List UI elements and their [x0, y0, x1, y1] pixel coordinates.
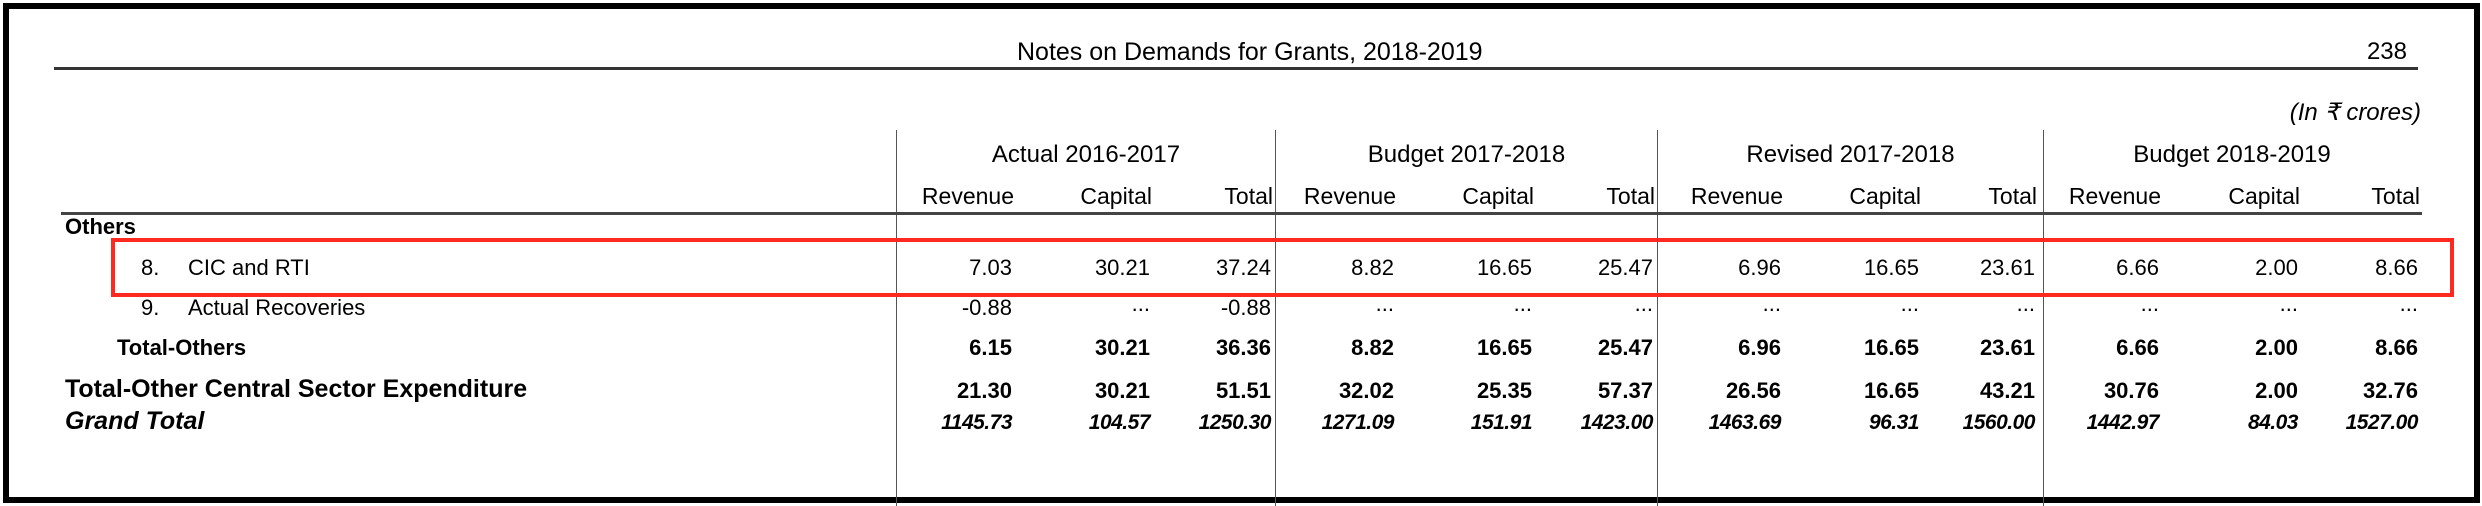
cell-total: 1527.00 — [2345, 411, 2419, 434]
cell-capital: 16.65 — [1863, 378, 1919, 403]
cell-revenue: 21.30 — [956, 378, 1012, 403]
cell-total: -0.88 — [1220, 295, 1271, 320]
cell-revenue: ... — [1762, 291, 1781, 316]
cell-revenue: -0.88 — [961, 295, 1012, 320]
group-header: Budget 2017-2018 — [1367, 141, 1566, 168]
header-rule — [54, 67, 2418, 70]
cell-total: 36.36 — [1215, 335, 1271, 360]
cell-revenue: 6.66 — [2116, 335, 2159, 360]
cell-total: 8.66 — [2375, 255, 2418, 280]
group-header: Revised 2017-2018 — [1746, 141, 1955, 168]
cell-revenue: 8.82 — [1351, 255, 1394, 280]
subheader-capital: Capital — [1080, 183, 1152, 209]
cell-total: 37.24 — [1215, 255, 1271, 280]
page-title: Notes on Demands for Grants, 2018-2019 — [1017, 38, 1483, 66]
subheader-total: Total — [1224, 183, 1273, 209]
cell-total: 43.21 — [1979, 378, 2035, 403]
page-number: 238 — [2366, 38, 2407, 65]
row-number: 8. — [141, 255, 160, 280]
cell-revenue: 1145.73 — [941, 411, 1012, 434]
cell-revenue: 6.15 — [969, 335, 1012, 360]
cell-capital: ... — [1513, 291, 1532, 316]
cell-revenue: 32.02 — [1338, 378, 1394, 403]
cell-capital: 151.91 — [1470, 411, 1533, 434]
cell-capital: 16.65 — [1476, 255, 1532, 280]
group-header: Budget 2018-2019 — [2133, 141, 2331, 168]
cell-total: ... — [1634, 291, 1653, 316]
cell-capital: 96.31 — [1868, 411, 1920, 434]
row-label: Actual Recoveries — [188, 295, 366, 320]
cell-revenue: ... — [1375, 291, 1394, 316]
cell-capital: 30.21 — [1094, 255, 1150, 280]
cell-capital: 16.65 — [1476, 335, 1532, 360]
cell-revenue: 1271.09 — [1321, 411, 1395, 434]
row-label: Total-Others — [117, 335, 247, 360]
subheader-capital: Capital — [1462, 183, 1534, 209]
subheader-rule — [61, 212, 2422, 215]
cell-revenue: 1442.97 — [2086, 411, 2160, 434]
page-frame — [3, 3, 2480, 503]
cell-revenue: 6.66 — [2116, 255, 2159, 280]
subheader-total: Total — [2371, 183, 2420, 209]
subheader-total: Total — [1606, 183, 1655, 209]
subheader-revenue: Revenue — [1690, 183, 1783, 209]
cell-capital: 30.21 — [1094, 378, 1150, 403]
cell-capital: 2.00 — [2255, 255, 2298, 280]
cell-revenue: 26.56 — [1725, 378, 1781, 403]
cell-capital: 16.65 — [1863, 335, 1919, 360]
group-header: Actual 2016-2017 — [991, 141, 1181, 168]
cell-total: 1423.00 — [1580, 411, 1654, 434]
cell-capital: ... — [2279, 291, 2298, 316]
subheader-revenue: Revenue — [921, 183, 1014, 209]
cell-total: 25.47 — [1597, 255, 1653, 280]
row-label: CIC and RTI — [188, 255, 310, 280]
row-number: 9. — [141, 295, 160, 320]
highlight-box — [111, 238, 2454, 297]
cell-revenue: ... — [2140, 291, 2159, 316]
subheader-total: Total — [1988, 183, 2037, 209]
cell-revenue: 6.96 — [1738, 255, 1781, 280]
units-label: (In ₹ crores) — [2289, 99, 2421, 126]
cell-capital: 25.35 — [1476, 378, 1532, 403]
cell-capital: 84.03 — [2247, 411, 2299, 434]
cell-revenue: 6.96 — [1738, 335, 1781, 360]
column-divider — [1657, 130, 1658, 506]
cell-capital: 16.65 — [1863, 255, 1919, 280]
cell-capital: 2.00 — [2255, 335, 2298, 360]
cell-revenue: 30.76 — [2103, 378, 2159, 403]
cell-capital: ... — [1900, 291, 1919, 316]
cell-total: ... — [2016, 291, 2035, 316]
cell-capital: 30.21 — [1094, 335, 1150, 360]
section-label: Others — [65, 214, 136, 239]
cell-capital: ... — [1131, 291, 1150, 316]
cell-capital: 104.57 — [1088, 411, 1151, 434]
column-divider — [896, 130, 897, 506]
cell-revenue: 8.82 — [1351, 335, 1394, 360]
cell-total: 8.66 — [2375, 335, 2418, 360]
cell-total: 51.51 — [1215, 378, 1271, 403]
row-label: Total-Other Central Sector Expenditure — [65, 375, 528, 403]
subheader-revenue: Revenue — [2068, 183, 2161, 209]
row-label: Grand Total — [65, 407, 205, 435]
cell-total: 1560.00 — [1962, 411, 2036, 434]
subheader-capital: Capital — [1849, 183, 1921, 209]
column-divider — [2043, 130, 2044, 506]
cell-total: 23.61 — [1979, 335, 2035, 360]
cell-total: 1250.30 — [1198, 411, 1272, 434]
cell-total: 25.47 — [1597, 335, 1653, 360]
cell-capital: 2.00 — [2255, 378, 2298, 403]
column-divider — [1275, 130, 1276, 506]
cell-total: 32.76 — [2362, 378, 2418, 403]
cell-revenue: 7.03 — [969, 255, 1012, 280]
cell-revenue: 1463.69 — [1708, 411, 1782, 434]
cell-total: 57.37 — [1597, 378, 1653, 403]
subheader-revenue: Revenue — [1303, 183, 1396, 209]
cell-total: ... — [2399, 291, 2418, 316]
subheader-capital: Capital — [2228, 183, 2300, 209]
cell-total: 23.61 — [1979, 255, 2035, 280]
